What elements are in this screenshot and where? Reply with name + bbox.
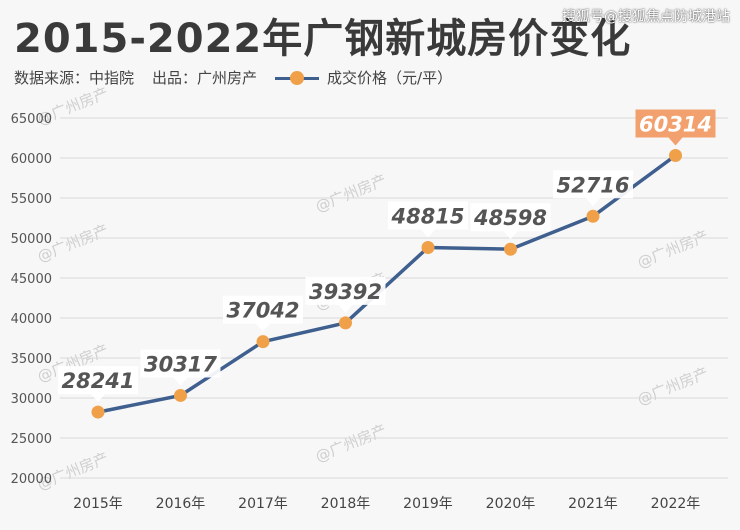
data-label-text: 48815 bbox=[390, 204, 464, 228]
y-tick-label: 55000 bbox=[11, 192, 52, 207]
data-point bbox=[339, 316, 352, 330]
y-tick-label: 60000 bbox=[11, 152, 52, 167]
subtitle-row: 数据来源：中指院 出品：广州房产 成交价格（元/平） bbox=[14, 67, 452, 88]
data-point bbox=[586, 209, 600, 223]
y-tick-label: 20000 bbox=[11, 472, 52, 487]
data-label-bubble bbox=[223, 295, 303, 332]
y-tick-label: 45000 bbox=[11, 272, 52, 287]
data-label-text: 48598 bbox=[473, 206, 547, 230]
y-tick-label: 25000 bbox=[11, 432, 52, 447]
data-label-text: 30317 bbox=[144, 352, 217, 376]
data-label-bubble bbox=[470, 203, 551, 240]
data-label: 37042 bbox=[223, 295, 303, 332]
y-tick-label: 35000 bbox=[11, 352, 52, 367]
data-label-highlight: 60314 bbox=[635, 109, 716, 146]
y-tick-label: 65000 bbox=[11, 112, 52, 127]
publisher-label: 出品：广州房产 bbox=[152, 69, 258, 87]
x-tick-label: 2015年 bbox=[73, 496, 123, 512]
data-point bbox=[174, 388, 187, 402]
x-tick-label: 2019年 bbox=[403, 496, 453, 512]
watermark-text: @广州房产 bbox=[313, 171, 389, 216]
data-label-bubble bbox=[388, 201, 468, 238]
data-point bbox=[91, 405, 105, 419]
data-label-bubble bbox=[635, 109, 716, 146]
data-label-bubble bbox=[58, 366, 138, 403]
y-tick-label: 50000 bbox=[11, 232, 52, 247]
data-label: 48598 bbox=[470, 203, 551, 240]
data-label-bubble bbox=[553, 170, 633, 207]
legend-label: 成交价格（元/平） bbox=[327, 69, 453, 87]
watermark-text: @广州房产 bbox=[635, 227, 711, 272]
data-label-text: 39392 bbox=[309, 280, 382, 304]
x-tick-label: 2017年 bbox=[238, 496, 288, 512]
x-tick-label: 2022年 bbox=[651, 496, 701, 512]
data-point bbox=[421, 240, 435, 254]
watermark-text: @广州房产 bbox=[635, 364, 711, 409]
watermark-text: @广州房产 bbox=[313, 421, 389, 466]
data-label-text: 52716 bbox=[556, 173, 629, 197]
source-watermark: 搜狐号@搜狐焦点防城港站 bbox=[562, 9, 730, 25]
chart-title: 2015-2022年广钢新城房价变化 bbox=[14, 16, 632, 62]
data-point bbox=[256, 335, 270, 349]
data-source-label: 数据来源：中指院 bbox=[14, 69, 135, 87]
y-tick-label: 30000 bbox=[11, 392, 52, 407]
data-label-bubble bbox=[140, 349, 221, 386]
series-line bbox=[96, 153, 678, 414]
data-label-text: 60314 bbox=[639, 112, 712, 136]
data-label-text: 28241 bbox=[61, 369, 134, 393]
data-point bbox=[669, 148, 682, 162]
x-tick-label: 2021年 bbox=[568, 496, 618, 512]
data-label-bubble bbox=[305, 276, 386, 313]
data-label-text: 37042 bbox=[226, 299, 299, 323]
data-point bbox=[504, 242, 517, 256]
x-tick-label: 2018年 bbox=[321, 496, 371, 512]
legend: 成交价格（元/平） bbox=[275, 67, 452, 88]
data-label: 39392 bbox=[305, 276, 386, 313]
legend-marker-icon bbox=[275, 70, 320, 85]
data-label: 52716 bbox=[553, 170, 633, 207]
data-label: 30317 bbox=[140, 349, 221, 386]
x-tick-label: 2020年 bbox=[486, 496, 536, 512]
data-label: 48815 bbox=[388, 201, 468, 238]
x-tick-label: 2016年 bbox=[156, 496, 206, 512]
y-tick-label: 40000 bbox=[11, 312, 52, 327]
data-label: 28241 bbox=[58, 366, 138, 403]
